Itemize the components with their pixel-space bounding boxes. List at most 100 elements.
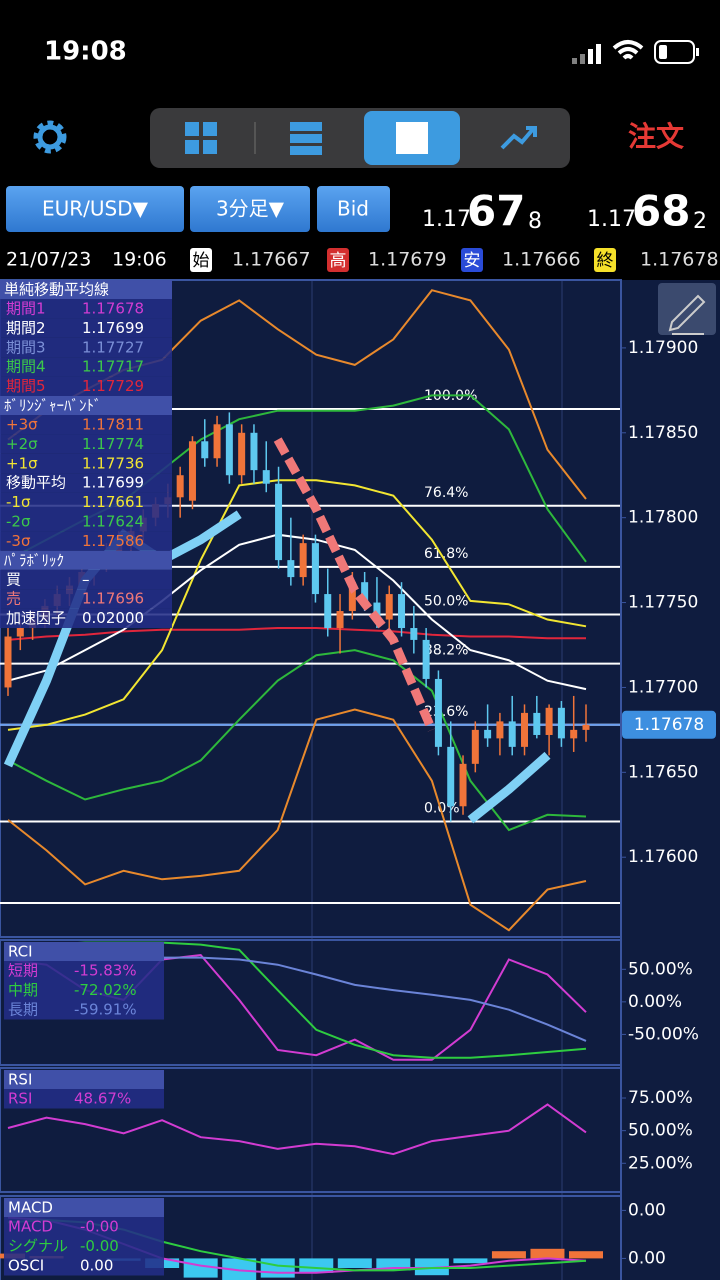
indicator-line [7,533,587,691]
y-tick-label: 50.00% [628,959,693,979]
legend-value: 1.17717 [82,358,144,376]
y-tick-label: 1.17700 [628,677,698,697]
layout-trend-button[interactable] [500,126,537,150]
y-tick-label: 0.00 [628,1200,666,1220]
ask-big: 68 [632,187,690,236]
legend-value: -0.00 [80,1218,119,1236]
current-price-label: 1.17678 [634,715,704,735]
fib-label: 61.8% [424,546,468,562]
legend-header-bg [4,1070,164,1089]
legend-name: 長期 [8,1001,38,1019]
legend-name: 期間2 [6,319,46,337]
candle-body [484,729,492,739]
indicator-line [7,708,587,932]
legend-name: +2σ [6,435,38,453]
legend-value: 1.17811 [82,416,144,434]
legend-row-bg [0,512,172,532]
legend-value: – [82,570,90,588]
y-tick-label: 75.00% [628,1088,693,1108]
candle-body [373,602,381,620]
legend-row-bg [0,608,172,628]
legend-row-bg [0,473,172,493]
legend-row-bg [0,453,172,474]
legend-value: 1.17696 [82,590,144,608]
y-tick-label: 25.00% [628,1153,693,1173]
ohlc-tag-box [461,248,483,272]
candle-body [361,582,369,603]
legend-header-bg [0,280,172,299]
legend-name: 短期 [8,962,38,980]
candle-body [299,543,307,578]
legend-row-bg [0,531,172,551]
wifi-icon [612,40,644,60]
fib-label: 38.2% [424,643,468,659]
legend-value: 1.17699 [82,474,144,492]
bid-prefix: 1.17 [422,207,471,232]
candle-body [201,441,209,459]
histogram-bar [337,1258,372,1268]
timeframe-button[interactable] [190,186,310,232]
symbol-label: EUR/USD▼ [42,197,149,221]
layout-switch [150,108,570,168]
legend-name: 売 [6,590,21,608]
legend-name: 期間3 [6,338,46,356]
y-tick-label: 1.17750 [628,593,698,613]
candle-body [176,475,184,498]
legend-name: 期間5 [6,377,46,395]
layout-rows-button[interactable] [290,122,322,155]
legend-value: -72.02% [74,981,137,999]
legend-value: 0.00 [80,1257,113,1275]
legend-row-bg [4,1236,164,1256]
ohlc-value: 1.17679 [368,249,447,271]
legend-row-bg [0,589,172,609]
candle-body [262,470,270,484]
legend-value: -59.91% [74,1001,137,1019]
y-tick-label: 1.17650 [628,762,698,782]
layout-quad-button[interactable] [185,122,217,154]
legend-name: 期間4 [6,358,46,376]
legend-value: 1.17774 [82,435,144,453]
ask-prefix: 1.17 [587,207,636,232]
bid-big: 67 [467,187,525,236]
histogram-bar [260,1258,295,1278]
legend-name: 期間1 [6,300,46,318]
histogram-bar [453,1258,488,1264]
timeframe-label: 3分足▼ [216,197,285,221]
candle-body [348,582,356,612]
legend-name: -3σ [6,532,31,550]
legend-name: RSI [8,1090,32,1108]
candle-body [508,721,516,747]
legend-row-bg [0,318,172,338]
order-button[interactable]: 注文 [628,120,684,153]
candle-body [557,707,565,739]
legend-value: 1.17586 [82,532,144,550]
draw-tool-button[interactable] [658,283,716,335]
legend-name: -2σ [6,513,31,531]
legend-row-bg [0,337,172,358]
legend-row-bg [0,376,172,396]
ohlc-tag-box [327,248,349,272]
y-tick-label: 1.17600 [628,847,698,867]
legend-value: -0.00 [80,1237,119,1255]
legend-row-bg [4,1089,164,1109]
legend-value: 0.02000 [82,609,144,627]
legend-value: 1.17624 [82,513,144,531]
histogram-bar [491,1251,526,1259]
histogram-bar [222,1258,257,1280]
legend-value: 1.17661 [82,493,144,511]
candle-body [398,594,406,629]
candle-body [238,432,246,476]
ohlc-time: 19:06 [112,249,167,271]
side-button[interactable] [317,186,390,232]
candle-body [16,628,24,637]
panel-border [0,939,622,1066]
symbol-button[interactable] [6,186,184,232]
candle-body [287,560,295,578]
y-tick-label: 0.00% [628,992,682,1012]
candle-body [447,746,455,807]
settings-button[interactable] [33,120,67,154]
legend-value: -15.83% [74,962,137,980]
legend-header-bg [0,396,172,415]
